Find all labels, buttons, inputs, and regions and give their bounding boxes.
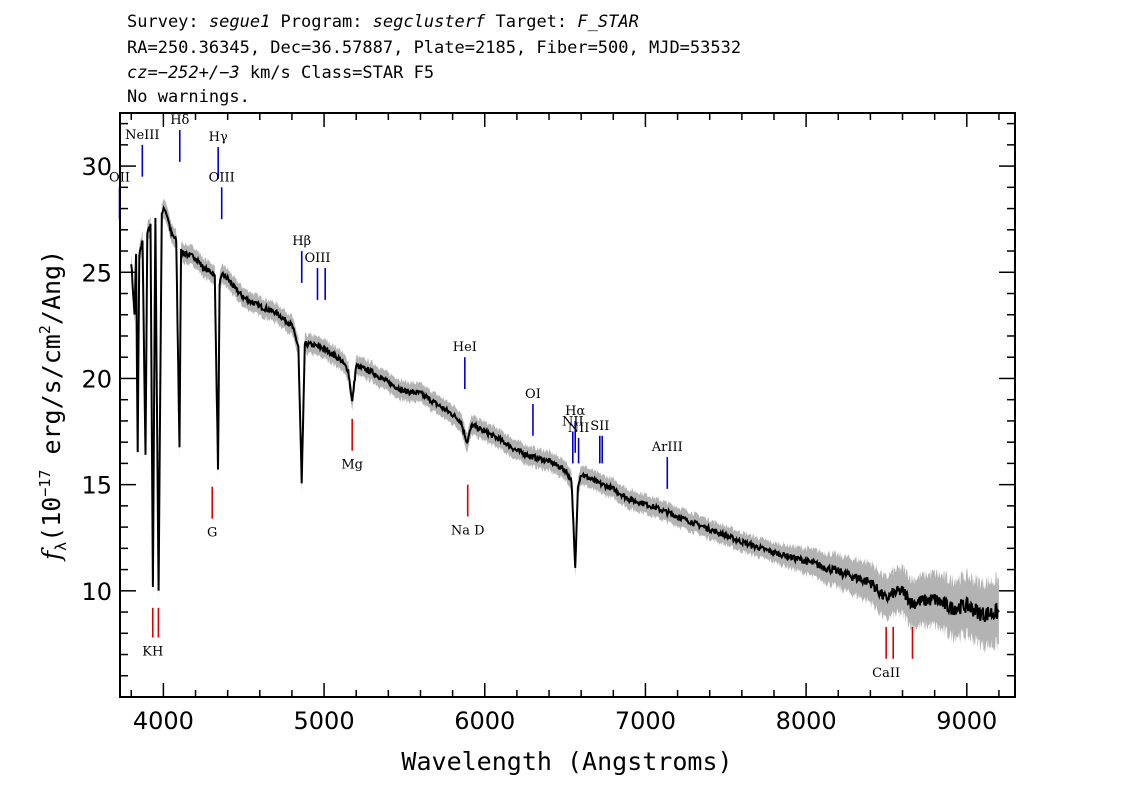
x-tick-label-6000: 6000 — [454, 707, 515, 735]
x-axis-title: Wavelength (Angstroms) — [401, 747, 732, 776]
y-tick-label-10: 10 — [81, 578, 112, 606]
flux-series — [130, 205, 1000, 622]
header-line-4: No warnings. — [127, 87, 250, 107]
header-line-3: cz=−252+/−3 km/s Class=STAR F5 — [127, 63, 435, 83]
x-tick-label-5000: 5000 — [294, 707, 355, 735]
x-tick-label-9000: 9000 — [936, 707, 997, 735]
y-axis-title: fλ(10−17 erg/s/cm2/Ang) — [36, 250, 70, 562]
redshift-value: cz=−252+/−3 — [127, 63, 240, 83]
absorption-label-5: CaII — [872, 666, 900, 681]
emission-label-1: NeIII — [125, 128, 159, 143]
emission-label-13: SII — [590, 419, 609, 434]
plot-frame — [119, 112, 1016, 698]
x-tick-label-8000: 8000 — [776, 707, 837, 735]
emission-label-12: NII — [568, 421, 590, 436]
emission-label-5: Hβ — [292, 234, 311, 249]
survey-name: segue1 — [208, 12, 271, 32]
emission-label-6: OIII — [304, 251, 330, 266]
y-tick-label-15: 15 — [81, 472, 112, 500]
emission-label-11: Hα — [565, 404, 585, 419]
flux-line — [130, 205, 1000, 622]
absorption-label-2: G — [207, 526, 217, 541]
emission-label-3: Hγ — [209, 130, 228, 145]
header-line-2: RA=250.36345, Dec=36.57887, Plate=2185, … — [127, 38, 742, 58]
header-line-1: Survey: segue1 Program: segclusterf Targ… — [127, 12, 639, 32]
emission-label-9: OI — [525, 387, 541, 402]
absorption-label-4: Na D — [451, 523, 485, 538]
y-tick-label-25: 25 — [81, 259, 112, 287]
y-tick-label-30: 30 — [81, 153, 112, 181]
emission-label-4: OIII — [209, 170, 235, 185]
absorption-label-0: KH — [142, 645, 163, 660]
emission-label-2: Hδ — [170, 113, 189, 128]
x-tick-label-7000: 7000 — [615, 707, 676, 735]
emission-label-10: NII — [562, 415, 584, 430]
axis-ticks: 4000 5000 6000 7000 8000 9000 10 15 20 25 30 — [81, 113, 1015, 735]
emission-label-15: ArIII — [651, 440, 683, 455]
emission-label-8: HeI — [453, 340, 477, 355]
y-tick-label-20: 20 — [81, 365, 112, 393]
target-name: F_STAR — [577, 12, 639, 32]
x-tick-label-4000: 4000 — [133, 707, 194, 735]
program-name: segclusterf — [372, 12, 486, 32]
absorption-label-3: Mg — [341, 458, 363, 473]
